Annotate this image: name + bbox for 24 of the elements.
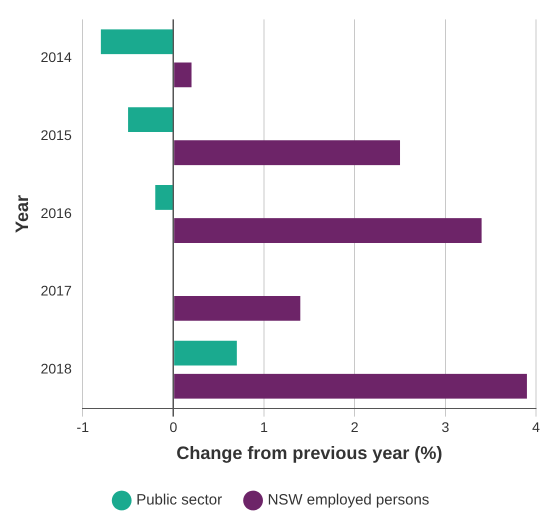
bar [155, 185, 173, 210]
bar [174, 374, 527, 399]
y-tick-label: 2014 [40, 49, 72, 66]
bar [174, 62, 192, 88]
bar [174, 340, 237, 366]
y-tick-label: 2017 [40, 282, 72, 299]
bar [100, 29, 173, 54]
y-axis-title: Year [12, 194, 32, 234]
bar [174, 296, 300, 321]
x-tick-label: 0 [169, 418, 178, 435]
y-tick-label: 2016 [40, 204, 72, 221]
y-tick-label: 2015 [40, 127, 72, 144]
y-tick-label: 2018 [40, 360, 72, 377]
legend-label: Public sector [136, 492, 222, 509]
x-tick-label: 2 [350, 418, 359, 435]
x-tick-label: 3 [441, 418, 450, 435]
legend-label: NSW employed persons [268, 492, 430, 509]
x-tick-label: 1 [260, 418, 268, 435]
bar [128, 107, 173, 132]
x-tick-label: -1 [76, 418, 90, 435]
bar [174, 218, 482, 243]
x-tick-label: 4 [532, 418, 540, 435]
x-axis-title: Change from previous year (%) [176, 443, 442, 464]
bar [174, 140, 400, 166]
